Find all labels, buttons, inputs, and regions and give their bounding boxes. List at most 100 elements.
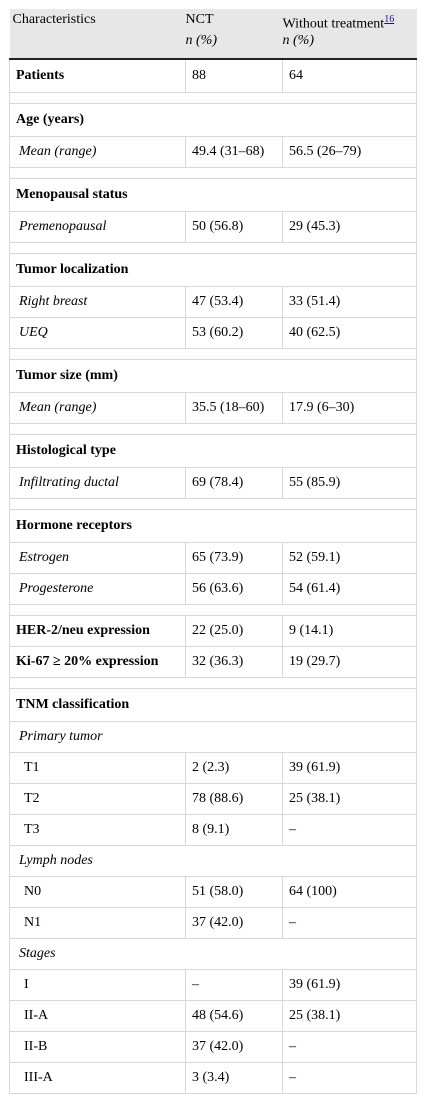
table-row: Estrogen 65 (73.9) 52 (59.1) [9, 541, 417, 574]
header-without-treatment-label: Without treatment [282, 16, 385, 32]
subsection-title: Stages [9, 937, 417, 970]
wt-value: 55 (85.9) [282, 466, 417, 499]
header-blank [9, 32, 186, 60]
table-row: T1 2 (2.3) 39 (61.9) [9, 751, 417, 784]
wt-value: 52 (59.1) [282, 541, 417, 574]
row-label: Right breast [9, 285, 186, 318]
section-row: Age (years) [9, 102, 417, 137]
nct-value: 78 (88.6) [185, 782, 283, 815]
header-nct: NCT [185, 12, 214, 27]
table-row: Mean (range) 49.4 (31–68) 56.5 (26–79) [9, 135, 417, 168]
row-label: Estrogen [9, 541, 186, 574]
wt-value: – [282, 1061, 417, 1094]
row-label: III-A [9, 1061, 186, 1094]
subsection-row: Lymph nodes [9, 844, 417, 877]
wt-value: 25 (38.1) [282, 782, 417, 815]
table-row: T2 78 (88.6) 25 (38.1) [9, 782, 417, 815]
table-row: Mean (range) 35.5 (18–60) 17.9 (6–30) [9, 391, 417, 424]
reference-link[interactable]: 16 [384, 14, 395, 25]
table-row: II-B 37 (42.0) – [9, 1030, 417, 1063]
nct-value: 88 [185, 58, 283, 93]
table-row: II-A 48 (54.6) 25 (38.1) [9, 999, 417, 1032]
nct-value: 51 (58.0) [185, 875, 283, 908]
row-label: N1 [9, 906, 186, 939]
section-row: Tumor localization [9, 252, 417, 287]
wt-value: – [282, 813, 417, 846]
nct-value: 50 (56.8) [185, 210, 283, 243]
nct-value: 37 (42.0) [185, 906, 283, 939]
row-label: Mean (range) [9, 135, 186, 168]
subsection-title: Primary tumor [9, 720, 417, 753]
table-row: Premenopausal 50 (56.8) 29 (45.3) [9, 210, 417, 243]
row-label: N0 [9, 875, 186, 908]
table-row: Progesterone 56 (63.6) 54 (61.4) [9, 572, 417, 605]
table-row: III-A 3 (3.4) – [9, 1061, 417, 1094]
wt-value: 17.9 (6–30) [282, 391, 417, 424]
table-row: Patients 88 64 [9, 58, 417, 93]
row-label: UEQ [9, 316, 186, 349]
wt-value: 9 (14.1) [282, 614, 417, 647]
subsection-row: Stages [9, 937, 417, 970]
header-wt-unit: n (%) [282, 32, 417, 60]
row-label: HER-2/neu expression [9, 614, 186, 647]
wt-value: 39 (61.9) [282, 968, 417, 1001]
wt-value: 64 (100) [282, 875, 417, 908]
table-row: I – 39 (61.9) [9, 968, 417, 1001]
section-row: Histological type [9, 433, 417, 468]
nct-value: 53 (60.2) [185, 316, 283, 349]
row-label: Mean (range) [9, 391, 186, 424]
header-characteristics: Characteristics [12, 12, 96, 27]
section-row: Tumor size (mm) [9, 358, 417, 393]
row-label: II-B [9, 1030, 186, 1063]
table-row: HER-2/neu expression 22 (25.0) 9 (14.1) [9, 614, 417, 647]
nct-value: 69 (78.4) [185, 466, 283, 499]
section-title: TNM classification [9, 687, 417, 722]
row-label: Patients [9, 58, 186, 93]
table-row: Infiltrating ductal 69 (78.4) 55 (85.9) [9, 466, 417, 499]
characteristics-table: Characteristics NCT Without treatment16 … [9, 9, 417, 1094]
section-title: Age (years) [9, 102, 417, 137]
wt-value: 25 (38.1) [282, 999, 417, 1032]
table-row: UEQ 53 (60.2) 40 (62.5) [9, 316, 417, 349]
nct-value: 2 (2.3) [185, 751, 283, 784]
row-label: II-A [9, 999, 186, 1032]
subsection-row: Primary tumor [9, 720, 417, 753]
nct-value: 22 (25.0) [185, 614, 283, 647]
wt-value: 40 (62.5) [282, 316, 417, 349]
section-title: Histological type [9, 433, 417, 468]
wt-value: 29 (45.3) [282, 210, 417, 243]
subsection-title: Lymph nodes [9, 844, 417, 877]
wt-value: – [282, 906, 417, 939]
section-row: Hormone receptors [9, 508, 417, 543]
section-title: Tumor size (mm) [9, 358, 417, 393]
section-title: Tumor localization [9, 252, 417, 287]
row-label: I [9, 968, 186, 1001]
section-title: Menopausal status [9, 177, 417, 212]
nct-value: 35.5 (18–60) [185, 391, 283, 424]
section-row: TNM classification [9, 687, 417, 722]
row-label: Premenopausal [9, 210, 186, 243]
nct-value: 65 (73.9) [185, 541, 283, 574]
table-header: Characteristics NCT Without treatment16 … [9, 9, 417, 60]
header-without-treatment: Without treatment16 [283, 9, 417, 33]
table-row: Right breast 47 (53.4) 33 (51.4) [9, 285, 417, 318]
nct-value: 47 (53.4) [185, 285, 283, 318]
row-label: T1 [9, 751, 186, 784]
row-label: Infiltrating ductal [9, 466, 186, 499]
wt-value: 54 (61.4) [282, 572, 417, 605]
wt-value: 64 [282, 58, 417, 93]
section-title: Hormone receptors [9, 508, 417, 543]
row-label: Progesterone [9, 572, 186, 605]
characteristics-table-container: Characteristics NCT Without treatment16 … [9, 9, 417, 1094]
row-label: T2 [9, 782, 186, 815]
header-nct-unit: n (%) [185, 32, 283, 60]
nct-value: 32 (36.3) [185, 645, 283, 678]
table-row: T3 8 (9.1) – [9, 813, 417, 846]
nct-value: 56 (63.6) [185, 572, 283, 605]
wt-value: 33 (51.4) [282, 285, 417, 318]
wt-value: – [282, 1030, 417, 1063]
nct-value: – [185, 968, 283, 1001]
wt-value: 39 (61.9) [282, 751, 417, 784]
table-row: Ki-67 ≥ 20% expression 32 (36.3) 19 (29.… [9, 645, 417, 678]
wt-value: 56.5 (26–79) [282, 135, 417, 168]
